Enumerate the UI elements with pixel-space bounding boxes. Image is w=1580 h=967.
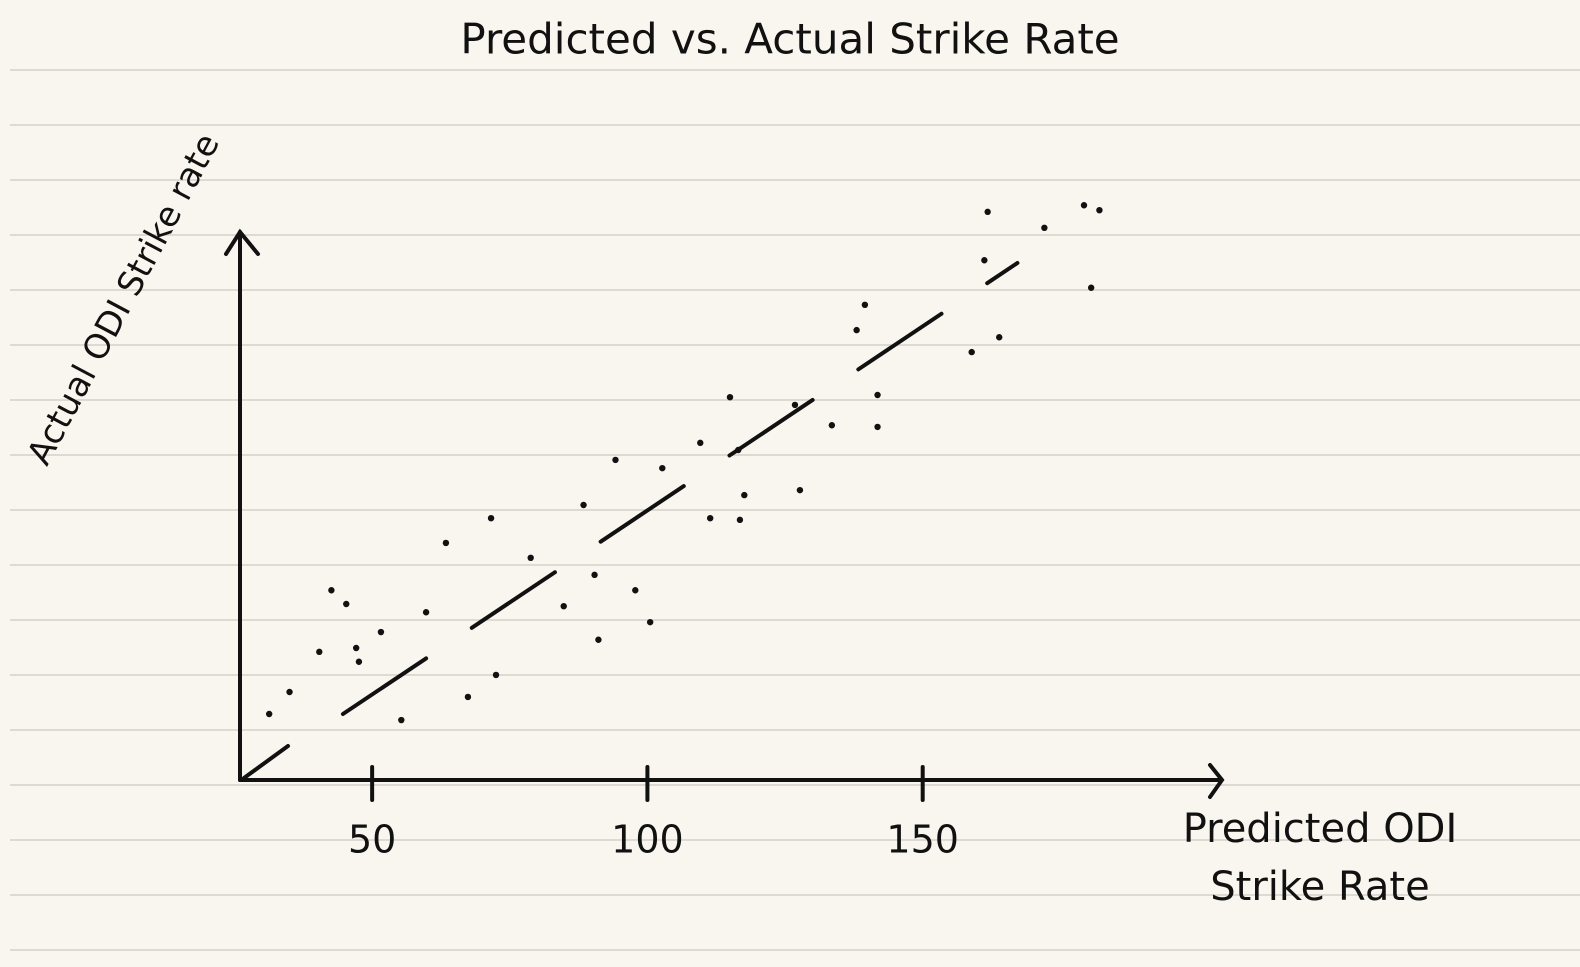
scatter-point [981, 257, 988, 264]
y-axis-label: Actual ODI Strike rate [19, 127, 227, 471]
scatter-point [632, 587, 639, 594]
scatter-point [726, 394, 734, 401]
scatter-point [874, 423, 881, 431]
x-tick-label: 100 [611, 818, 684, 862]
scatter-point [316, 648, 323, 656]
scatter-point [735, 446, 742, 454]
scatter-point [265, 710, 273, 718]
trend-line [340, 261, 1020, 716]
scatter-point [328, 587, 335, 594]
scatter-point [1080, 202, 1088, 209]
scatter-point [286, 688, 293, 696]
scatter-point [828, 422, 836, 429]
scatter-point [741, 491, 748, 499]
scatter-point [996, 334, 1003, 341]
scatter-point [853, 326, 860, 334]
scatter-point [1087, 284, 1095, 291]
scatter-point [612, 456, 619, 464]
scatter-point [736, 516, 744, 524]
scatter-point [464, 693, 472, 701]
scatter-point [659, 464, 666, 472]
scatter-point [706, 515, 714, 522]
scatter-point [646, 618, 654, 626]
x-tick-label: 50 [348, 818, 396, 862]
scatter-point [984, 208, 991, 216]
scatter-point [355, 658, 363, 665]
x-axis-label: Predicted ODI Strike Rate [1182, 806, 1458, 910]
scatter-point [377, 628, 385, 636]
scatter-point [591, 571, 598, 579]
scatter-point [697, 439, 704, 447]
scatter-point [560, 603, 567, 610]
scatter-point [595, 636, 602, 643]
scatter-point [796, 486, 804, 494]
scatter-point [442, 539, 450, 547]
scatter-point [791, 401, 799, 409]
paper-rules [10, 69, 1580, 951]
scatter-point [861, 301, 869, 308]
axes [224, 228, 1225, 799]
scatter-point [1096, 207, 1103, 214]
scatter-point [422, 609, 430, 616]
scatter-point [487, 515, 495, 522]
scatter-point [968, 348, 975, 356]
chart-title: Predicted vs. Actual Strike Rate [460, 15, 1119, 64]
scatter-point [527, 554, 534, 561]
scatter-point [352, 644, 360, 652]
scatter-point [492, 671, 500, 679]
scatter-point [343, 600, 350, 608]
x-axis-label-box: Predicted ODI Strike Rate [1182, 806, 1458, 910]
x-tick-label: 150 [886, 818, 959, 862]
scatter-point [398, 716, 405, 724]
scatter-point [580, 501, 587, 509]
scatter-point [874, 391, 881, 399]
scatter-point [1041, 224, 1048, 231]
